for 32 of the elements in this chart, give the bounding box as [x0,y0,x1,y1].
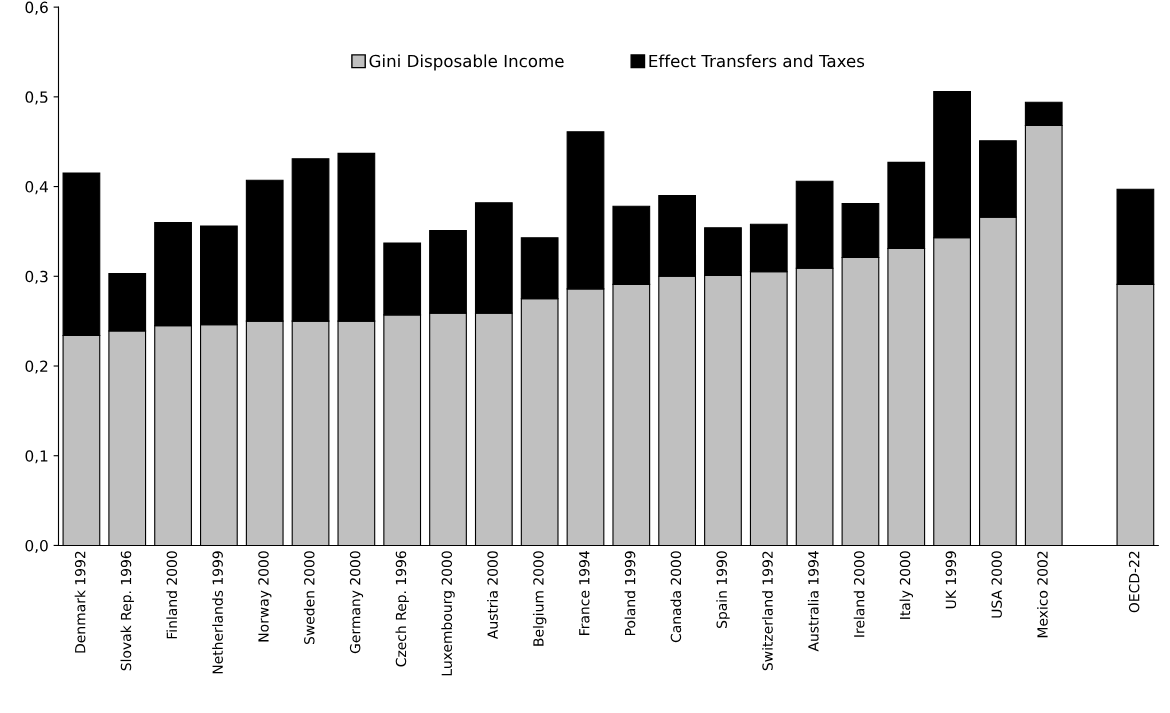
legend-label: Gini Disposable Income [369,54,564,71]
x-tick-label: Ireland 2000 [853,551,865,637]
x-tick-label: Belgium 2000 [532,551,547,646]
x-tick-label: Slovak Rep. 1996 [120,551,134,671]
x-tick-label: Spain 1990 [716,551,730,628]
x-tick-label: Poland 1999 [624,551,636,636]
y-tick-label: 0,4 [25,181,48,195]
y-tick-label: 0,0 [25,539,48,554]
x-tick-label: Netherlands 1999 [212,551,223,674]
x-tick-label: Norway 2000 [258,551,272,642]
x-tick-label: UK 1999 [945,551,957,609]
x-tick-label: USA 2000 [991,551,1002,618]
x-tick-label: Switzerland 1992 [762,551,773,671]
y-tick-label: 0,6 [25,1,48,15]
x-tick-label: Czech Rep. 1996 [395,551,409,667]
x-tick-label: OECD-22 [1128,551,1140,613]
y-tick-label: 0,1 [25,450,48,464]
y-tick-label: 0,3 [25,270,48,284]
x-tick-label: Canada 2000 [670,551,682,643]
x-tick-label: Denmark 1992 [74,551,86,653]
x-tick-label: Italy 2000 [899,551,913,619]
x-tick-label: Germany 2000 [349,551,364,654]
x-tick-label: Australia 1994 [807,551,819,652]
x-tick-label: Mexico 2002 [1037,551,1048,638]
x-tick-label: Sweden 2000 [303,551,315,645]
x-tick-label: Luxembourg 2000 [441,551,455,676]
x-tick-label: Finland 2000 [166,551,178,639]
x-tick-label: Austria 2000 [487,551,498,640]
y-tick-label: 0,2 [25,360,48,374]
legend-label: Effect Transfers and Taxes [649,54,865,68]
y-tick-label: 0,5 [25,91,48,105]
x-tick-label: France 1994 [579,551,590,635]
